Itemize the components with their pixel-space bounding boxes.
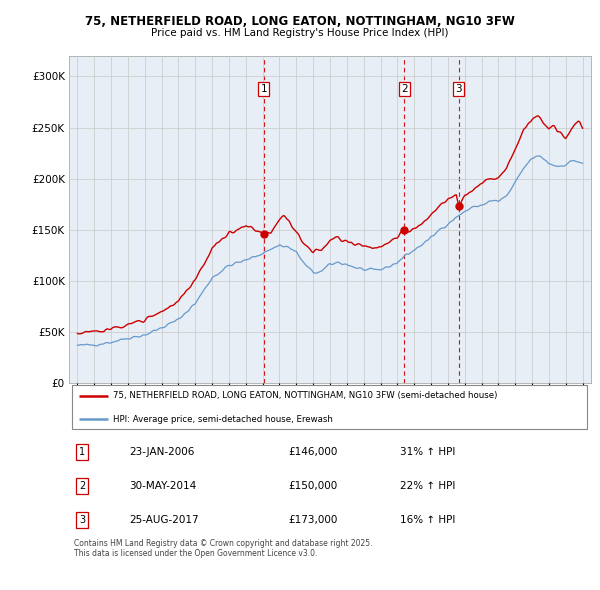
Text: 3: 3 (79, 515, 85, 525)
Text: 30-MAY-2014: 30-MAY-2014 (129, 481, 196, 491)
Text: 22% ↑ HPI: 22% ↑ HPI (400, 481, 456, 491)
Text: £150,000: £150,000 (288, 481, 337, 491)
Text: 3: 3 (455, 84, 462, 94)
Text: 25-AUG-2017: 25-AUG-2017 (129, 515, 199, 525)
Text: 1: 1 (260, 84, 267, 94)
Text: 16% ↑ HPI: 16% ↑ HPI (400, 515, 456, 525)
Text: 31% ↑ HPI: 31% ↑ HPI (400, 447, 456, 457)
Text: £173,000: £173,000 (288, 515, 338, 525)
Text: 2: 2 (401, 84, 408, 94)
Text: 2: 2 (79, 481, 85, 491)
Text: HPI: Average price, semi-detached house, Erewash: HPI: Average price, semi-detached house,… (113, 415, 333, 424)
Text: £146,000: £146,000 (288, 447, 338, 457)
Text: Price paid vs. HM Land Registry's House Price Index (HPI): Price paid vs. HM Land Registry's House … (151, 28, 449, 38)
FancyBboxPatch shape (71, 385, 587, 429)
Text: Contains HM Land Registry data © Crown copyright and database right 2025.
This d: Contains HM Land Registry data © Crown c… (74, 539, 373, 558)
Text: 1: 1 (79, 447, 85, 457)
Text: 75, NETHERFIELD ROAD, LONG EATON, NOTTINGHAM, NG10 3FW (semi-detached house): 75, NETHERFIELD ROAD, LONG EATON, NOTTIN… (113, 391, 498, 401)
Text: 23-JAN-2006: 23-JAN-2006 (129, 447, 194, 457)
Text: 75, NETHERFIELD ROAD, LONG EATON, NOTTINGHAM, NG10 3FW: 75, NETHERFIELD ROAD, LONG EATON, NOTTIN… (85, 15, 515, 28)
